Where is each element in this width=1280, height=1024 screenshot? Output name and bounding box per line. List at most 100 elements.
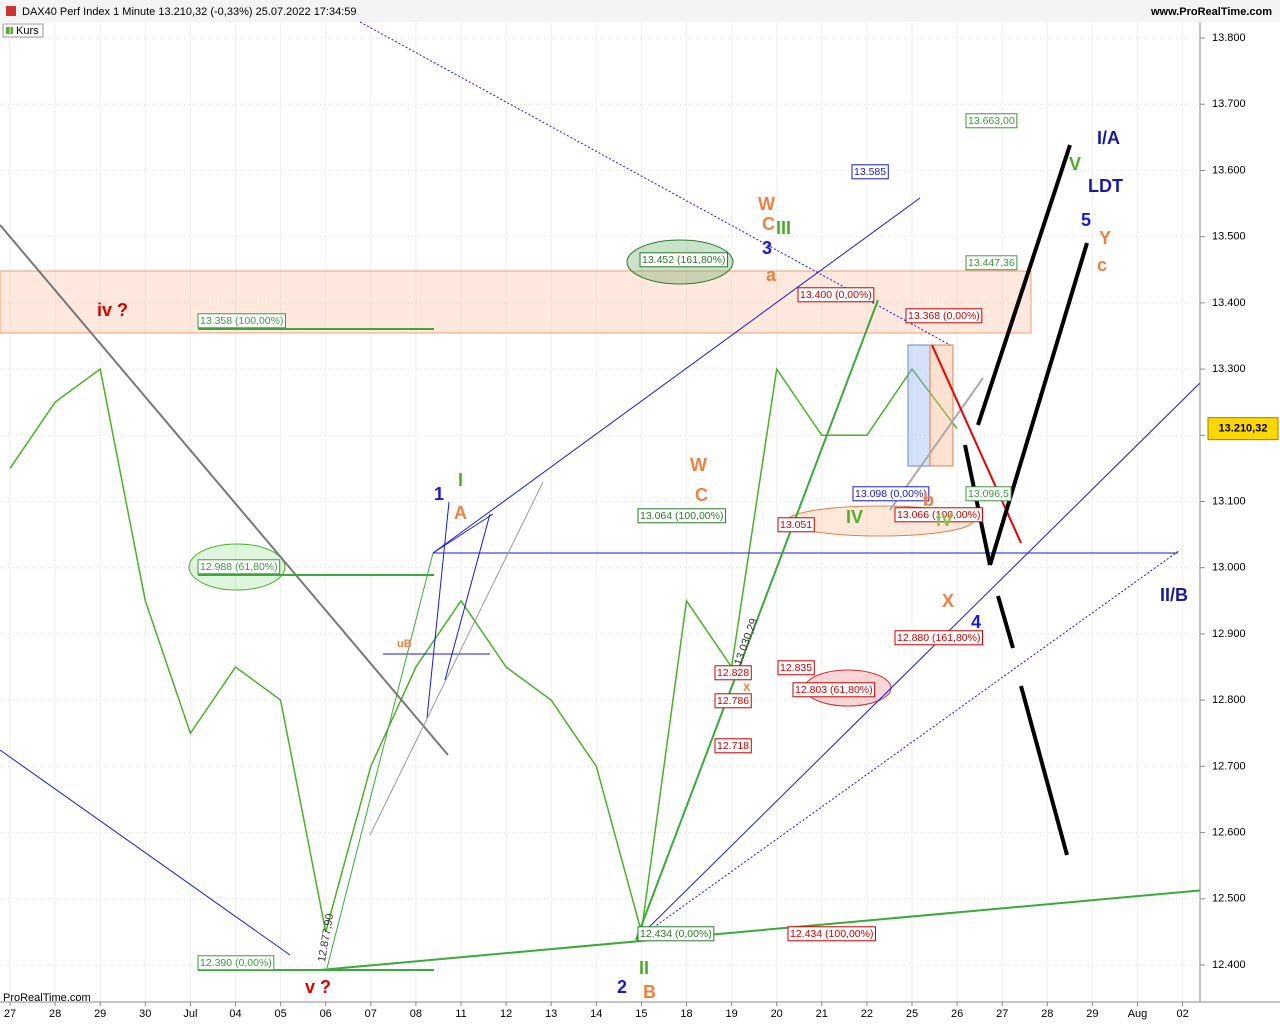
price-box-frame: [637, 508, 726, 524]
trendline: [432, 197, 921, 554]
y-tick-label: 13.600: [1212, 164, 1246, 176]
icon: [6, 6, 16, 16]
zone-box: [929, 344, 954, 467]
x-tick-label: 29: [94, 1008, 106, 1020]
wave-label: III: [776, 218, 791, 238]
price-box: 13.400 (0,00%): [800, 289, 872, 301]
x-tick-label: 27: [4, 1008, 16, 1020]
price-box: 13.051: [780, 519, 812, 531]
x-tick-label: Jul: [183, 1008, 197, 1020]
y-tick-label: 13.700: [1212, 98, 1246, 110]
wave-label: C: [762, 214, 775, 234]
x-tick-label: 08: [410, 1008, 422, 1020]
price-box: 13.064 (100,00%): [640, 510, 723, 522]
price-box: 13.098 (0,00%): [855, 488, 927, 500]
trendline: [444, 513, 491, 681]
wave-label: W: [758, 194, 775, 214]
wave-label: W: [690, 455, 707, 475]
price-box-frame: [197, 313, 286, 329]
price-box-frame: [639, 252, 728, 268]
price-box: 12.880 (161,80%): [897, 632, 980, 644]
wave-label: v ?: [305, 977, 331, 997]
y-tick-label: 13.000: [1212, 562, 1246, 574]
price-box-frame: [714, 738, 752, 754]
wave-label: I/A: [1097, 128, 1120, 148]
price-box-frame: [894, 630, 983, 646]
wave-label: C: [695, 485, 708, 505]
x-tick-label: 27: [996, 1008, 1008, 1020]
wave-label: iv ?: [97, 300, 128, 320]
price-box: 12.390 (0,00%): [200, 957, 272, 969]
price-box: 13.066 (100,00%): [897, 509, 980, 521]
price-box: 12.828: [717, 667, 749, 679]
x-tick-label: 13: [545, 1008, 557, 1020]
x-tick-label: 20: [771, 1008, 783, 1020]
y-tick-label: 13.800: [1212, 32, 1246, 44]
y-tick-label: 12.400: [1212, 959, 1246, 971]
y-tick-label: 12.600: [1212, 826, 1246, 838]
wave-label: X: [743, 682, 751, 694]
x-tick-label: 15: [635, 1008, 647, 1020]
price-box-frame: [894, 507, 983, 523]
y-tick-label: 13.100: [1212, 495, 1246, 507]
trendline: [426, 501, 450, 719]
trendline: [432, 513, 494, 554]
x-tick-label: 11: [455, 1008, 466, 1020]
x-tick-label: 18: [680, 1008, 692, 1020]
wave-label: A: [454, 503, 467, 523]
x-tick-label: 04: [229, 1008, 241, 1020]
trendline: [649, 549, 1181, 931]
y-tick-label: 13.400: [1212, 297, 1246, 309]
trendline: [0, 224, 449, 756]
trendline: [326, 552, 434, 969]
price-box: 12.434 (0,00%): [640, 928, 712, 940]
wave-label: 2: [617, 977, 627, 997]
header-bar: [0, 0, 1280, 22]
price-box-frame: [792, 682, 876, 698]
x-tick-label: 22: [861, 1008, 873, 1020]
wave-label: II/B: [1160, 585, 1188, 605]
price-box-frame: [965, 113, 1018, 129]
projection: [996, 595, 1015, 649]
x-tick-label: 12: [500, 1008, 512, 1020]
x-tick-label: 30: [139, 1008, 151, 1020]
wave-label: b: [923, 490, 934, 510]
price-box-frame: [965, 255, 1018, 271]
wave-label: V: [1069, 154, 1081, 174]
y-tick-label: 12.800: [1212, 694, 1246, 706]
wave-label: 4: [971, 612, 981, 632]
y-axis-panel: [1200, 22, 1280, 1002]
trendline: [319, 889, 1206, 971]
wave-label: a: [766, 265, 777, 285]
x-tick-label: 05: [274, 1008, 286, 1020]
price-line: [9, 367, 958, 933]
price-box: 13.096,5: [968, 488, 1009, 500]
y-tick-label: 13.300: [1212, 363, 1246, 375]
price-box: 12.988 (61,80%): [200, 561, 278, 573]
price-box: 12.803 (61,80%): [795, 684, 873, 696]
x-tick-label: 21: [816, 1008, 828, 1020]
price-box-frame: [797, 287, 875, 303]
zone-box: [907, 344, 931, 467]
projection: [988, 242, 1089, 566]
y-tick-label: 13.500: [1212, 231, 1246, 243]
x-tick-label: 25: [906, 1008, 918, 1020]
price-box: 13.663,00: [968, 115, 1015, 127]
price-box: 12.434 (100,00%): [790, 928, 873, 940]
price-box: 13.447,36: [968, 257, 1015, 269]
trendlines: [0, 21, 1206, 971]
wave-label: I: [458, 470, 463, 490]
price-box-frame: [637, 926, 715, 942]
price-box: 13.452 (161,80%): [642, 254, 725, 266]
price-box-frame: [905, 308, 983, 324]
x-tick-label: Aug: [1128, 1008, 1148, 1020]
wave-label: IV: [936, 510, 953, 530]
chart-title: DAX40 Perf Index 1 Minute 13.210,32 (-0,…: [22, 6, 357, 18]
price-box-frame: [197, 559, 281, 575]
projection: [963, 444, 992, 566]
trendline: [0, 749, 291, 956]
wave-label: 1: [434, 484, 444, 504]
x-tick-label: 28: [1041, 1008, 1053, 1020]
price-box-frame: [197, 955, 275, 971]
